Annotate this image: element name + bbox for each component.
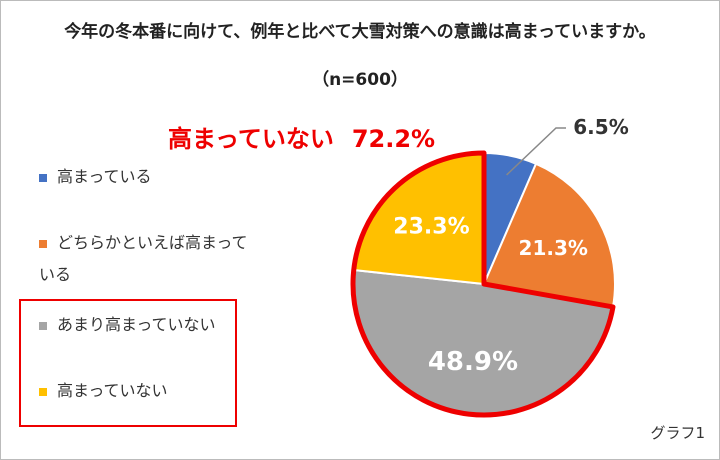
legend-item: 高まっていない	[39, 375, 168, 407]
annotation-value: 72.2%	[351, 125, 436, 153]
legend-item: 高まっている	[39, 161, 152, 193]
legend-item: あまり高まっていない	[39, 309, 216, 341]
data-label: 6.5%	[573, 115, 628, 139]
legend-swatch	[39, 321, 47, 330]
highlight-annotation: 高まっていない 72.2%	[168, 119, 453, 154]
legend-swatch	[39, 173, 47, 182]
pie-slice	[482, 162, 616, 309]
legend-label: どちらかといえば高まっている	[39, 233, 248, 284]
legend-label: あまり高まっていない	[57, 315, 216, 334]
legend-label: 高まっていない	[57, 381, 168, 400]
legend-label: 高まっている	[57, 167, 152, 186]
highlight-outline	[350, 150, 616, 418]
legend-swatch	[39, 239, 47, 248]
annotation-label: 高まっていない	[168, 125, 334, 153]
data-label: 21.3%	[519, 236, 588, 260]
legend-swatch	[39, 387, 47, 396]
chart-title: 今年の冬本番に向けて、例年と比べて大雪対策への意識は高まっていますか。	[64, 22, 656, 42]
figure-note: グラフ1	[650, 424, 705, 442]
legend-item: どちらかといえば高まっている	[39, 227, 259, 291]
data-label: 23.3%	[393, 215, 469, 240]
data-label: 48.9%	[428, 347, 518, 377]
legend-highlight-box	[19, 299, 237, 427]
leader-line	[506, 127, 566, 176]
chart-subtitle: （n=600）	[312, 70, 408, 90]
